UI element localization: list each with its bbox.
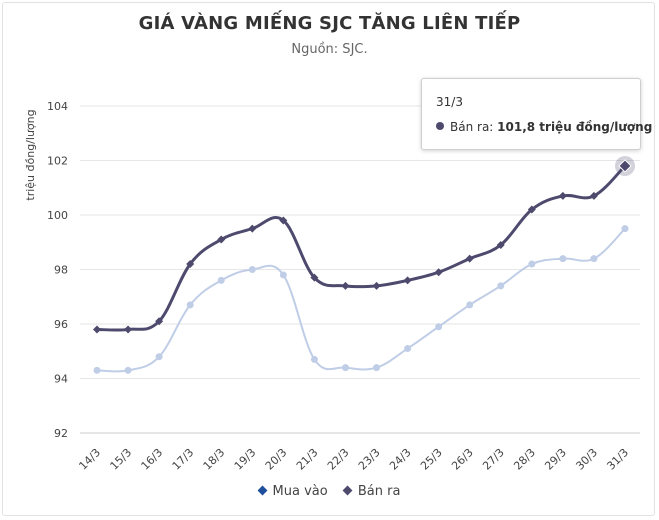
point-ban-ra [527,205,536,214]
x-tick-label: 28/3 [511,446,538,473]
y-tick-label: 96 [54,318,68,331]
y-tick-label: 100 [47,209,68,222]
x-tick-label: 16/3 [139,446,166,473]
point-mua-vao [155,353,163,361]
point-mua-vao [124,366,132,374]
point-ban-ra [372,281,381,290]
point-ban-ra [248,224,257,233]
y-tick-label: 102 [47,155,68,168]
x-tick-label: 15/3 [108,446,135,473]
y-tick-label: 98 [54,264,68,277]
x-tick-label: 24/3 [387,446,414,473]
point-ban-ra [341,281,350,290]
tooltip-label: Bán ra: [450,120,498,134]
point-ban-ra [310,273,319,282]
point-mua-vao [186,301,194,309]
x-tick-label: 27/3 [480,446,507,473]
series-line-ban-ra [96,164,627,332]
legend-item-ban-ra[interactable]: Bán ra [342,484,401,499]
point-mua-vao [590,255,598,263]
legend-marker-mua-vao [257,485,267,496]
point-mua-vao [310,355,318,363]
point-mua-vao [466,301,474,309]
point-ban-ra [465,254,474,263]
legend-label-mua-vao: Mua vào [272,484,328,499]
point-ban-ra [217,235,226,244]
point-mua-vao [621,225,629,233]
point-mua-vao [341,364,349,372]
x-tick-label: 25/3 [418,446,445,473]
point-mua-vao [279,271,287,279]
tooltip-row: Bán ra: 101,8 triệu đồng/lượng [436,120,652,134]
series-line-mua-vao [96,227,626,373]
y-tick-label: 94 [54,373,68,386]
chart-subtitle: Nguồn: SJC. [291,42,368,57]
point-mua-vao [93,366,101,374]
point-ban-ra [124,325,133,334]
x-tick-label: 21/3 [294,446,321,473]
x-tick-label: 29/3 [542,446,569,473]
x-tick-label: 19/3 [232,446,259,473]
point-mua-vao [217,276,225,284]
tooltip-date: 31/3 [436,95,463,109]
legend-label-ban-ra: Bán ra [357,484,401,499]
y-tick-label: 104 [47,100,68,113]
point-ban-ra [186,260,195,269]
y-tick-label: 92 [54,427,68,440]
point-mua-vao [373,364,381,372]
point-mua-vao [248,266,256,273]
tooltip-series-dot [436,122,444,130]
point-ban-ra [496,240,505,249]
point-ban-ra [155,317,164,326]
point-ban-ra [279,216,288,225]
point-ban-ra [434,268,443,277]
x-tick-label: 18/3 [201,446,228,473]
x-tick-label: 23/3 [356,446,383,473]
x-tick-label: 26/3 [449,446,476,473]
y-axis-label: triệu đồng/lượng [24,109,37,200]
point-mua-vao [435,323,443,331]
legend: Mua vào Bán ra [0,484,659,499]
x-tick-label: 30/3 [573,446,600,473]
point-mua-vao [404,345,412,353]
x-tick-label: 20/3 [263,446,290,473]
x-tick-label: 17/3 [170,446,197,473]
x-tick-label: 31/3 [604,446,631,473]
legend-item-mua-vao[interactable]: Mua vào [257,484,328,499]
point-mua-vao [559,255,567,263]
point-ban-ra [403,276,412,285]
point-mua-vao [497,282,505,290]
x-tick-label: 14/3 [76,446,103,473]
point-ban-ra [93,325,101,334]
x-tick-label: 22/3 [325,446,352,473]
chart-frame [2,2,655,516]
tooltip-value: 101,8 triệu đồng/lượng [497,120,653,134]
point-ban-ra [589,191,598,200]
chart-title: GIÁ VÀNG MIẾNG SJC TĂNG LIÊN TIẾP [138,13,521,34]
point-ban-ra [558,191,567,200]
tooltip: 31/3 Bán ra: 101,8 triệu đồng/lượng [421,78,652,150]
point-ban-ra [618,159,632,173]
point-mua-vao [528,260,536,268]
legend-marker-ban-ra [342,485,353,496]
